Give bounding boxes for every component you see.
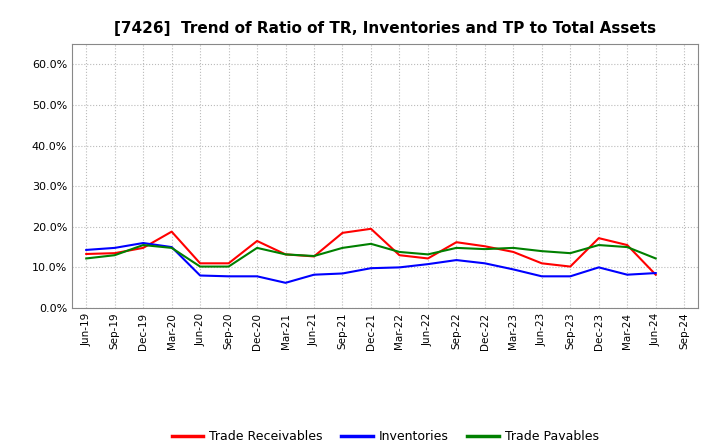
Inventories <box>167 245 176 250</box>
Inventories <box>366 266 375 271</box>
Trade Receivables <box>366 226 375 231</box>
Trade Payables <box>253 245 261 250</box>
Inventories <box>537 274 546 279</box>
Line: Trade Receivables: Trade Receivables <box>86 229 656 275</box>
Trade Payables <box>110 253 119 258</box>
Trade Receivables <box>82 251 91 257</box>
Inventories <box>509 267 518 272</box>
Trade Payables <box>537 249 546 254</box>
Trade Receivables <box>253 238 261 244</box>
Trade Payables <box>452 245 461 250</box>
Trade Receivables <box>509 249 518 255</box>
Trade Receivables <box>167 229 176 234</box>
Trade Receivables <box>110 250 119 256</box>
Trade Payables <box>509 245 518 250</box>
Inventories <box>652 271 660 276</box>
Trade Receivables <box>595 235 603 241</box>
Trade Payables <box>366 241 375 246</box>
Trade Payables <box>595 242 603 248</box>
Inventories <box>623 272 631 277</box>
Trade Receivables <box>196 260 204 266</box>
Trade Receivables <box>480 244 489 249</box>
Trade Receivables <box>452 239 461 245</box>
Inventories <box>338 271 347 276</box>
Inventories <box>452 257 461 263</box>
Inventories <box>196 273 204 278</box>
Trade Payables <box>480 246 489 252</box>
Inventories <box>595 265 603 270</box>
Inventories <box>310 272 318 277</box>
Trade Payables <box>196 264 204 269</box>
Trade Payables <box>225 264 233 269</box>
Inventories <box>139 240 148 246</box>
Trade Receivables <box>395 253 404 258</box>
Trade Receivables <box>423 256 432 261</box>
Trade Receivables <box>537 260 546 266</box>
Trade Receivables <box>338 230 347 235</box>
Trade Receivables <box>566 264 575 269</box>
Inventories <box>395 265 404 270</box>
Trade Payables <box>82 256 91 261</box>
Inventories <box>282 280 290 286</box>
Trade Payables <box>566 250 575 256</box>
Legend: Trade Receivables, Inventories, Trade Payables: Trade Receivables, Inventories, Trade Pa… <box>166 425 604 440</box>
Inventories <box>82 247 91 253</box>
Trade Receivables <box>225 260 233 266</box>
Trade Payables <box>652 256 660 261</box>
Trade Payables <box>310 253 318 259</box>
Inventories <box>253 274 261 279</box>
Inventories <box>480 260 489 266</box>
Inventories <box>110 245 119 250</box>
Line: Inventories: Inventories <box>86 243 656 283</box>
Trade Receivables <box>310 254 318 259</box>
Trade Receivables <box>652 272 660 277</box>
Trade Payables <box>338 245 347 250</box>
Trade Payables <box>139 242 148 248</box>
Trade Payables <box>395 249 404 255</box>
Trade Payables <box>282 252 290 257</box>
Inventories <box>423 261 432 267</box>
Inventories <box>225 274 233 279</box>
Title: [7426]  Trend of Ratio of TR, Inventories and TP to Total Assets: [7426] Trend of Ratio of TR, Inventories… <box>114 21 656 36</box>
Line: Trade Payables: Trade Payables <box>86 244 656 267</box>
Trade Payables <box>623 245 631 250</box>
Trade Receivables <box>623 242 631 248</box>
Trade Receivables <box>139 245 148 250</box>
Trade Receivables <box>282 252 290 257</box>
Trade Payables <box>167 245 176 250</box>
Inventories <box>566 274 575 279</box>
Trade Payables <box>423 252 432 257</box>
